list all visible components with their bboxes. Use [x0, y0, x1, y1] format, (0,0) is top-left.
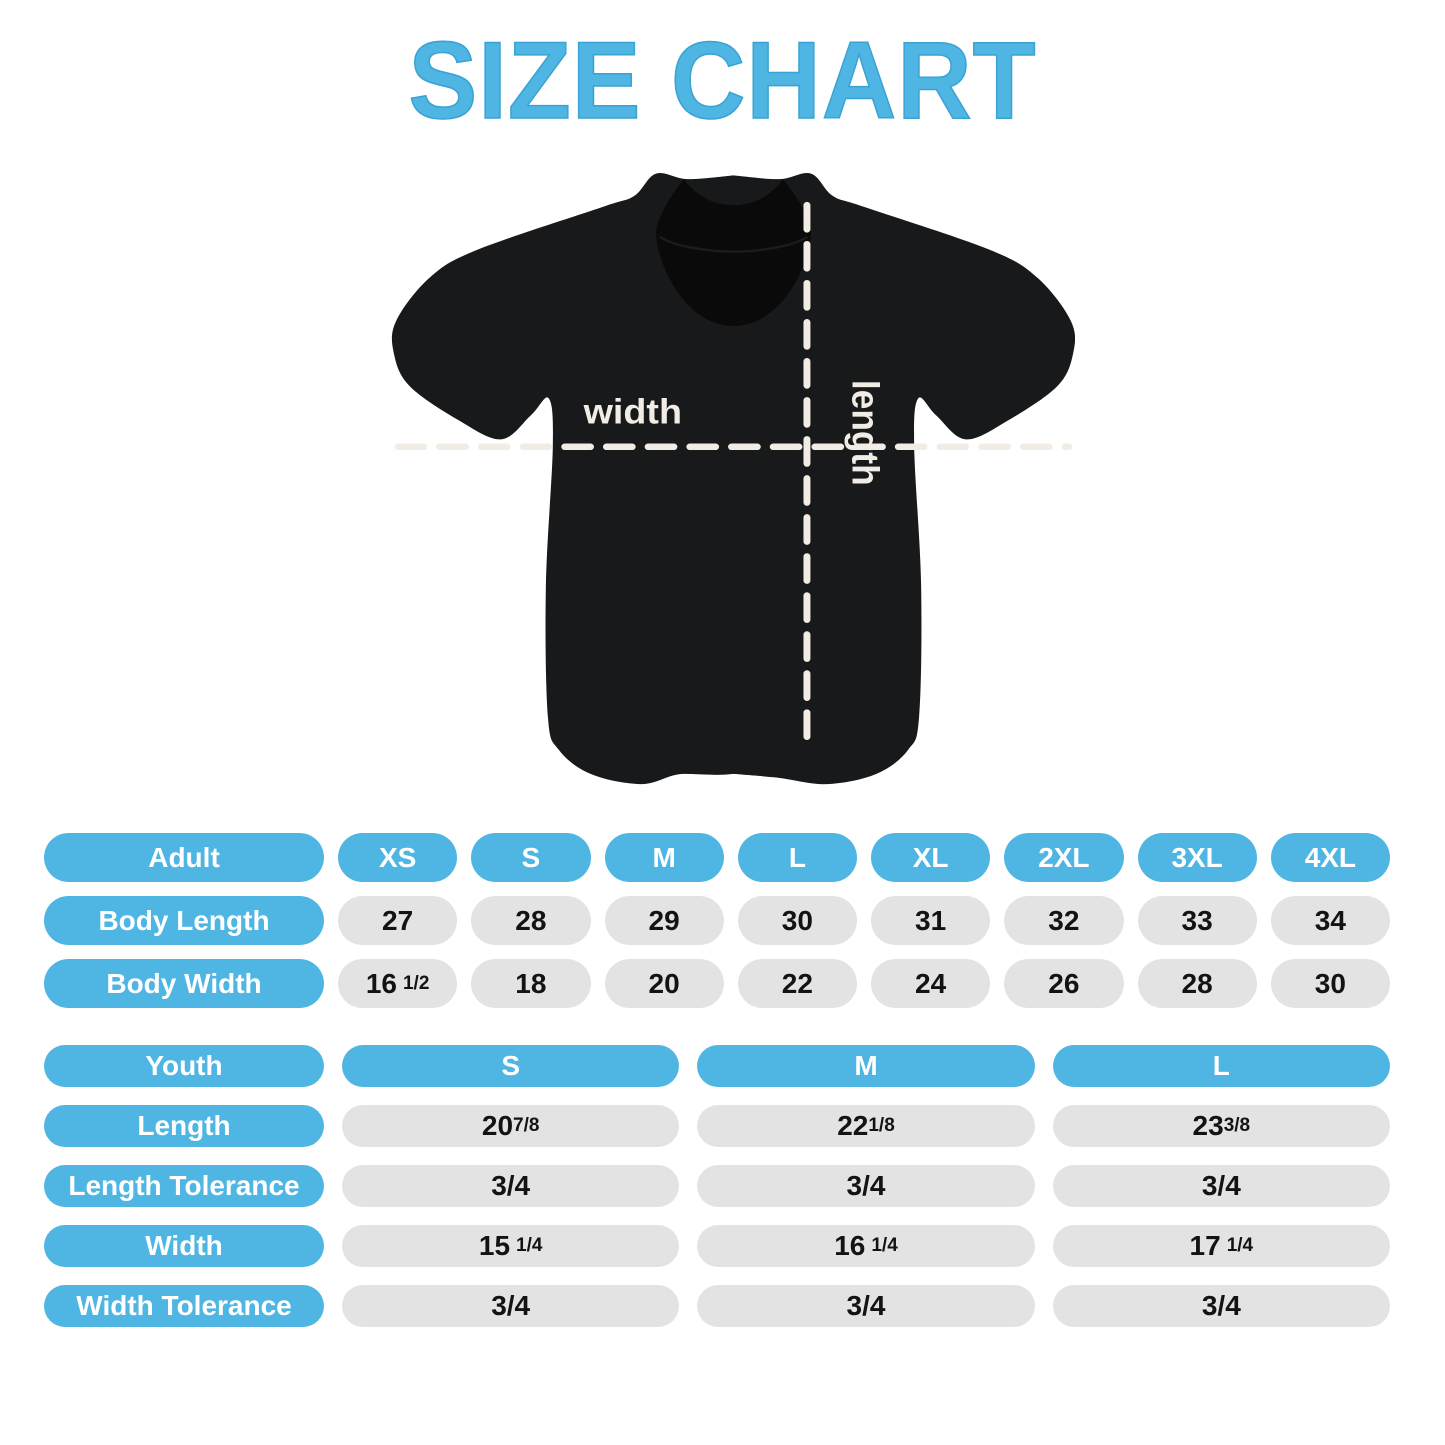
- svg-text:length: length: [844, 380, 886, 486]
- svg-text:width: width: [583, 392, 682, 432]
